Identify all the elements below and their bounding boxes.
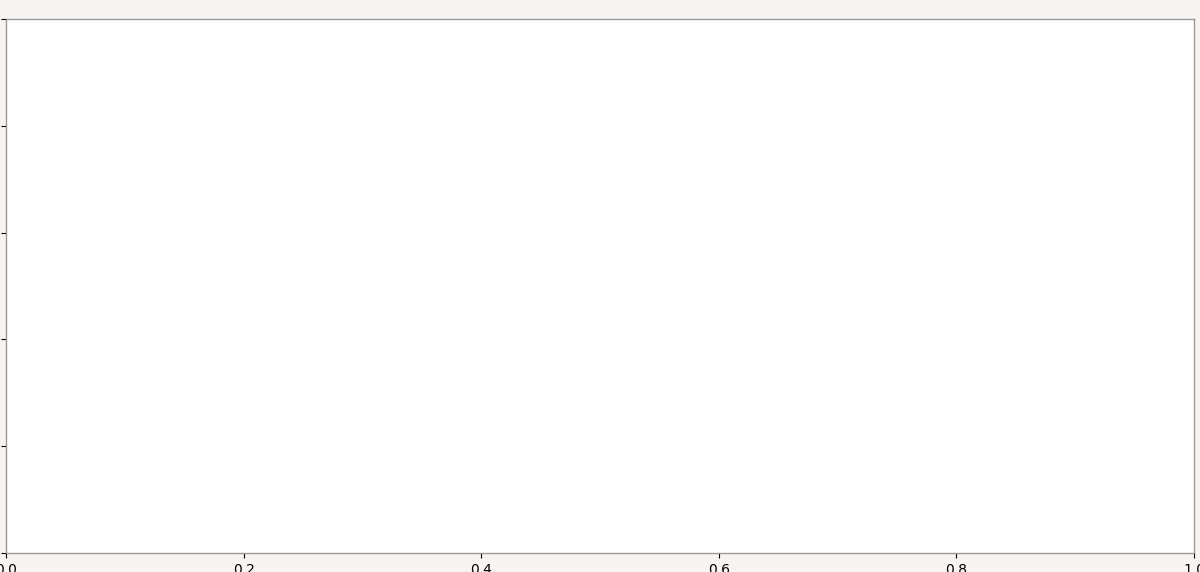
Text: V2: V2 xyxy=(612,168,626,178)
Text: V4: V4 xyxy=(908,31,924,41)
Text: aVF: aVF xyxy=(314,305,336,315)
Text: V1: V1 xyxy=(612,31,626,41)
Text: V6: V6 xyxy=(908,305,924,315)
Text: III: III xyxy=(18,305,28,315)
Text: V3: V3 xyxy=(612,305,626,315)
Text: II: II xyxy=(18,168,24,178)
Text: aVR: aVR xyxy=(314,31,337,41)
Text: aVL: aVL xyxy=(314,168,336,178)
Text: I: I xyxy=(18,31,22,41)
Text: V5: V5 xyxy=(908,168,924,178)
Text: II: II xyxy=(12,443,18,452)
